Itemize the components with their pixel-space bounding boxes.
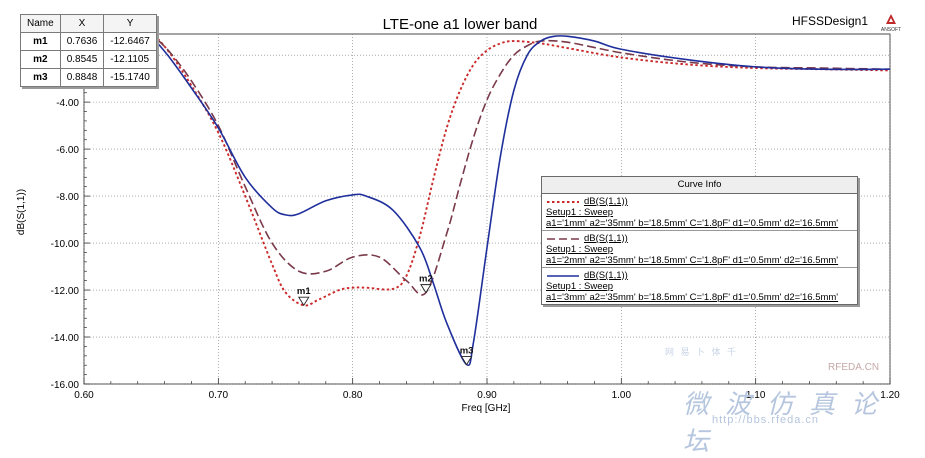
marker-name: m3 [20,68,61,87]
y-tick-label: -14.00 [51,333,80,344]
marker-row[interactable]: m2 0.8545 -12.1105 [20,50,157,69]
design-name: HFSSDesign1 [792,14,869,28]
y-tick-label: -12.00 [51,286,80,297]
legend-entry-params: a1='3mm' a2='35mm' b='18.5mm' C='1.8pF' … [546,292,839,303]
marker-triangle-m2[interactable] [420,284,432,294]
marker-table-header-name: Name [20,14,61,33]
y-tick-label: -10.00 [51,239,80,250]
legend-entry[interactable]: dB(S(1,1)) Setup1 : Sweep a1='2mm' a2='3… [542,231,857,268]
legend-entry[interactable]: dB(S(1,1)) Setup1 : Sweep a1='1mm' a2='3… [542,194,857,231]
marker-x: 0.8545 [59,50,105,69]
legend-entry-setup: Setup1 : Sweep [546,281,614,292]
marker-x: 0.8848 [59,68,105,87]
marker-y: -12.6467 [103,32,157,51]
chart-title: LTE-one a1 lower band [383,16,538,33]
marker-triangle-m1[interactable] [297,296,310,307]
legend-entry-params: a1='1mm' a2='35mm' b='18.5mm' C='1.8pF' … [546,218,839,229]
legend-swatch-maroon-dashed [547,237,579,240]
y-axis-label: dB(S(1,1)) [16,189,27,235]
y-tick-label: -16.00 [51,380,80,391]
series-line-2 [157,39,891,296]
y-tick-label: -6.00 [56,145,79,156]
watermark-small-text: 网 易 卜 体 千 [665,347,739,357]
marker-label-m2: m2 [419,274,433,285]
marker-y: -12.1105 [103,50,157,69]
legend-swatch-red-dotted [547,200,579,203]
x-axis-label: Freq [GHz] [462,403,511,414]
marker-table: Name X Y m1 0.7636 -12.6467 m2 0.8545 -1… [20,14,157,87]
x-tick-label: 0.90 [477,390,497,401]
marker-name: m1 [20,32,61,51]
y-tick-label: -8.00 [56,192,79,203]
watermark-brand: RFEDA.CN [828,362,880,373]
ansoft-logo-text: ANSOFT [881,27,901,33]
legend-entry-label: dB(S(1,1)) [584,196,628,207]
curve-info-legend[interactable]: Curve Info dB(S(1,1)) Setup1 : Sweep a1=… [541,176,858,305]
marker-y: -15.1740 [103,68,157,87]
x-tick-label: 1.00 [612,390,632,401]
marker-name: m2 [20,50,61,69]
x-tick-label: 1.10 [746,390,766,401]
series-line-1 [157,38,891,307]
ansoft-logo-icon: ANSOFT [881,14,901,33]
marker-table-header-y: Y [103,14,157,33]
x-tick-label: 0.80 [343,390,363,401]
marker-table-header-x: X [59,14,105,33]
legend-swatch-blue-solid [547,274,579,277]
legend-entry[interactable]: dB(S(1,1)) Setup1 : Sweep a1='3mm' a2='3… [542,268,857,304]
x-tick-label: 1.20 [880,390,900,401]
watermark-url: http://bbs.rfeda.cn [712,414,820,426]
x-tick-label: 0.60 [74,390,94,401]
marker-row[interactable]: m3 0.8848 -15.1740 [20,68,157,87]
marker-x: 0.7636 [59,32,105,51]
marker-label-m3: m3 [460,346,474,357]
legend-entry-setup: Setup1 : Sweep [546,207,614,218]
y-tick-label: -4.00 [56,98,79,109]
marker-table-header: Name X Y [20,14,157,33]
legend-entry-setup: Setup1 : Sweep [546,244,614,255]
marker-triangle-m3[interactable] [460,356,473,366]
x-tick-label: 0.70 [209,390,229,401]
legend-entry-label: dB(S(1,1)) [584,233,628,244]
marker-row[interactable]: m1 0.7636 -12.6467 [20,32,157,51]
legend-entry-label: dB(S(1,1)) [584,270,628,281]
legend-entry-params: a1='2mm' a2='35mm' b='18.5mm' C='1.8pF' … [546,255,839,266]
hfss-plot-window: m1 m2 m3 0.60 0.70 0.80 0.90 1.00 1.10 1.20 -16.0… [16,14,902,456]
marker-label-m1: m1 [297,286,311,297]
curve-info-title: Curve Info [542,177,857,194]
